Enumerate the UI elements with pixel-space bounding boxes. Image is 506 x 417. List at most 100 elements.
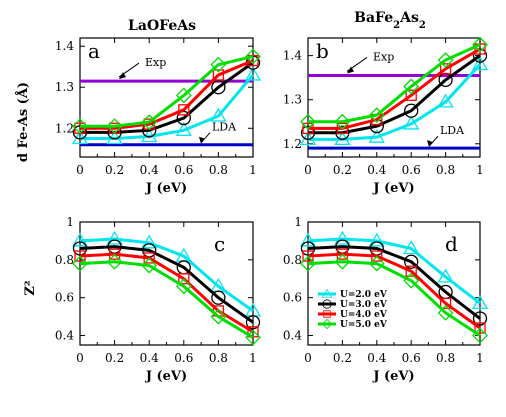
x-axis-label: J (eV) xyxy=(372,181,414,196)
series-line xyxy=(307,245,481,320)
legend-label: U=2.0 eV xyxy=(340,290,388,300)
series-u-2-0-ev xyxy=(299,230,489,310)
data-point xyxy=(439,297,452,310)
top-y-axis-label: d Fe-As (Å) xyxy=(15,82,31,162)
y-tick-label: 0.4 xyxy=(283,329,302,343)
panel-d: 0 0.2 0.4 0.6 0.8 10.40.60.81J (eV)dU=2.0 eVU… xyxy=(283,215,489,384)
data-point xyxy=(72,118,88,135)
data-point xyxy=(302,250,314,262)
data-point xyxy=(106,253,123,270)
x-tick-label: 0.6 xyxy=(174,351,193,365)
data-point xyxy=(403,272,420,289)
series-u-4-0-ev xyxy=(302,43,486,135)
data-point xyxy=(71,232,89,247)
y-tick-label: 1.3 xyxy=(283,93,302,107)
data-point xyxy=(245,48,261,65)
data-point xyxy=(368,232,385,247)
data-point xyxy=(244,66,262,81)
lda-label: LDA xyxy=(212,121,237,134)
x-tick-label: 0.4 xyxy=(367,351,386,365)
data-point xyxy=(437,268,454,283)
legend-marker xyxy=(321,318,333,330)
series-u-5-0-ev xyxy=(300,253,488,344)
series-u-2-0-ev xyxy=(71,230,262,317)
data-point xyxy=(405,89,417,101)
x-tick-label: 0.2 xyxy=(105,351,124,365)
data-point xyxy=(300,113,316,130)
data-point xyxy=(141,257,158,274)
series-line xyxy=(308,63,482,141)
y-tick-label: 1 xyxy=(66,215,74,229)
exp-label: Exp xyxy=(373,50,394,63)
series-line xyxy=(80,59,254,130)
data-point xyxy=(404,254,419,269)
x-tick-label: 0.8 xyxy=(436,163,455,177)
data-point xyxy=(245,329,261,346)
bottom-y-axis-label: Z² xyxy=(23,280,38,295)
series-line xyxy=(308,43,481,124)
series-line xyxy=(80,73,255,141)
data-point xyxy=(178,104,190,116)
data-point xyxy=(334,230,351,245)
data-point xyxy=(108,248,121,260)
data-point xyxy=(210,308,227,325)
x-tick-label: 1 xyxy=(476,163,484,177)
y-tick-label: 1.2 xyxy=(283,137,302,151)
series-line xyxy=(307,260,481,337)
series-line xyxy=(308,47,481,130)
exp-label: Exp xyxy=(145,56,166,69)
plot-panels: 0 0.2 0.4 0.6 0.8 1 1.2 1.3 1.4 J (eV) a Exp LDA 0 0.2… xyxy=(55,36,489,384)
series-line xyxy=(79,252,254,334)
data-point xyxy=(474,43,486,55)
data-point xyxy=(211,80,226,95)
series-line xyxy=(307,252,481,330)
panel-b: 0 0.2 0.4 0.6 0.8 1 1.2 1.3 1.4 J (eV) b Exp LDA xyxy=(283,36,489,196)
x-tick-label: 0 xyxy=(304,351,312,365)
data-point xyxy=(210,107,227,122)
panel-letter: b xyxy=(316,39,329,63)
data-point xyxy=(371,250,383,262)
series-u-4-0-ev xyxy=(74,248,259,338)
y-tick-label: 0.6 xyxy=(283,291,302,305)
x-tick-label: 0.2 xyxy=(333,163,352,177)
data-point xyxy=(72,255,88,272)
x-tick-label: 0.6 xyxy=(174,163,193,177)
data-point xyxy=(472,311,488,326)
x-tick-label: 0.2 xyxy=(105,163,124,177)
data-point xyxy=(368,128,385,143)
data-point xyxy=(143,252,155,264)
data-point xyxy=(404,103,419,118)
data-point xyxy=(175,122,192,136)
series-u-4-0-ev xyxy=(302,248,486,334)
x-tick-label: 1 xyxy=(476,351,484,365)
data-point xyxy=(302,122,314,135)
data-point xyxy=(212,69,225,81)
y-tick-label: 1 xyxy=(294,215,302,229)
x-tick-label: 0.4 xyxy=(140,351,159,365)
x-tick-label: 0.6 xyxy=(402,351,421,365)
data-point xyxy=(300,125,316,140)
x-tick-label: 0 xyxy=(76,351,84,365)
data-point xyxy=(472,327,488,344)
data-point xyxy=(472,36,488,53)
x-tick-label: 1 xyxy=(249,163,257,177)
series-u-5-0-ev xyxy=(72,48,261,135)
x-tick-label: 0.8 xyxy=(209,163,228,177)
series-u-5-0-ev xyxy=(72,253,261,346)
data-point xyxy=(141,114,158,131)
panel-letter: d xyxy=(445,232,458,256)
data-point xyxy=(437,52,454,68)
data-point xyxy=(299,232,317,247)
data-point xyxy=(336,248,349,260)
data-point xyxy=(403,78,420,95)
x-axis-label: J (eV) xyxy=(145,181,187,196)
data-point xyxy=(437,93,454,108)
panel-letter: a xyxy=(88,39,100,63)
x-tick-label: 0.4 xyxy=(367,163,386,177)
y-tick-label: 0.8 xyxy=(283,253,302,267)
lda-label: LDA xyxy=(440,124,465,137)
legend-marker xyxy=(322,299,332,309)
y-tick-label: 1.4 xyxy=(55,39,74,53)
data-point xyxy=(474,322,486,334)
x-axis-label: J (eV) xyxy=(372,369,414,384)
